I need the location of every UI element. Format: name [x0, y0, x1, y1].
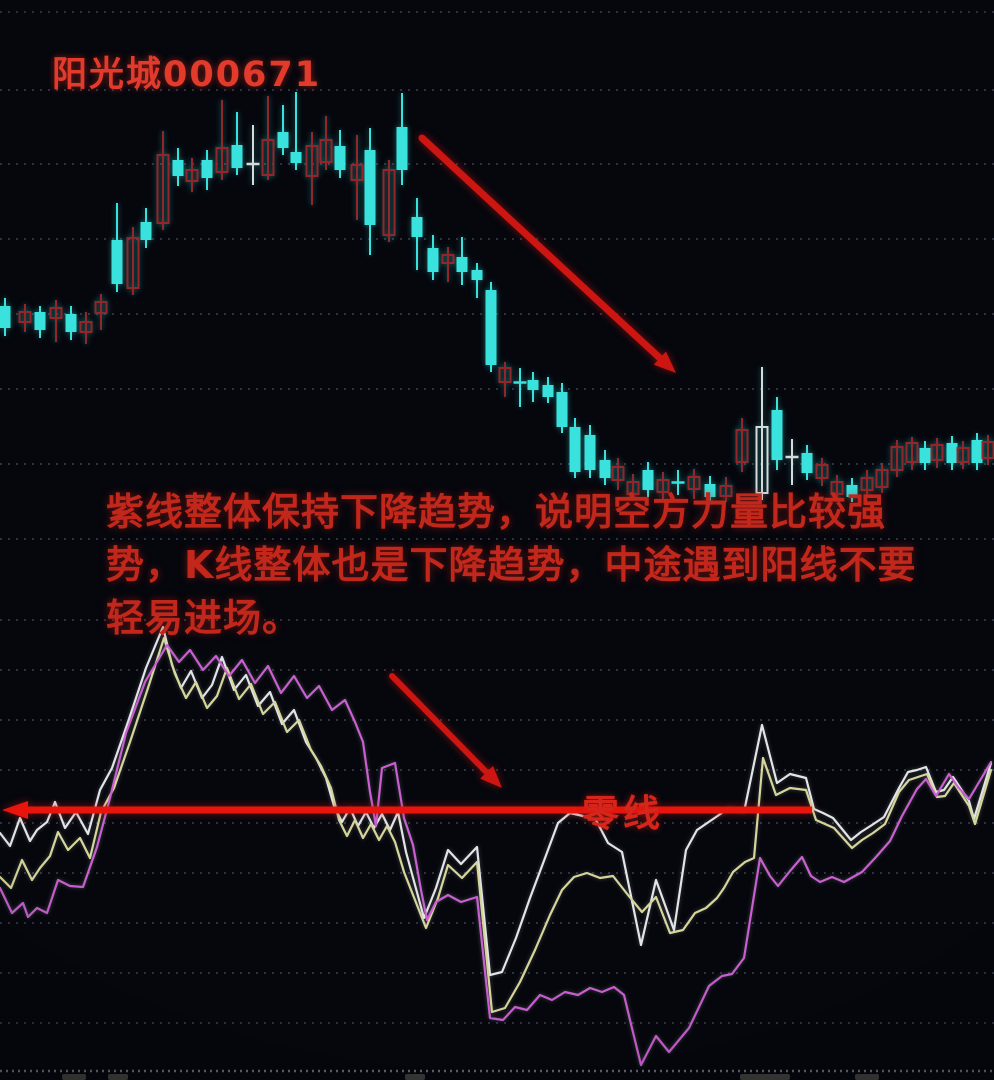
candle-body-down — [427, 248, 439, 272]
candle-body-down — [642, 470, 654, 490]
candle-body-down — [396, 127, 408, 170]
zero-line-label: 零线 — [582, 792, 664, 835]
candle-body-up — [215, 147, 229, 173]
candle-body-up — [185, 169, 199, 182]
candle-body-down — [111, 240, 123, 284]
candle-body-down — [290, 152, 302, 163]
candle-body-down — [456, 257, 468, 272]
red-annotation-shapes — [2, 134, 812, 819]
axis-faint-labels — [62, 1074, 879, 1080]
candle-body-up — [498, 367, 512, 383]
candle-body-up — [382, 169, 396, 236]
candle-body-down — [277, 132, 289, 148]
candle-body-down — [0, 306, 11, 328]
candle-body-down — [364, 150, 376, 225]
trend-arrow-shaft — [389, 673, 490, 776]
candle-body-down — [471, 270, 483, 280]
candle-body-up — [755, 426, 769, 494]
candle-body-up — [735, 429, 749, 463]
stock-title: 阳光城000671 — [52, 55, 322, 95]
candle-body-down — [569, 427, 581, 472]
annotation-text: 紫线整体保持下降趋势，说明空方力量比较强 势，K线整体也是下降趋势，中途遇到阳线… — [106, 486, 916, 645]
candle-body-down — [231, 145, 243, 168]
candle-body-down — [172, 160, 184, 176]
axis-faint-label — [62, 1074, 86, 1080]
axis-faint-label — [108, 1074, 128, 1080]
candle-body-down — [485, 290, 497, 365]
candle-body-down — [556, 392, 568, 427]
yellow-indicator-line — [0, 636, 993, 1014]
candle-body-up — [719, 485, 733, 497]
axis-faint-label — [740, 1074, 790, 1080]
white-indicator-line — [0, 625, 993, 977]
candle-body-down — [527, 380, 539, 390]
candle-body-up — [350, 164, 364, 181]
candle-body-up — [18, 311, 32, 323]
axis-faint-label — [405, 1074, 425, 1080]
candle-body-up — [905, 442, 919, 463]
candle-body-up — [319, 139, 333, 163]
candle-body-up — [156, 154, 170, 224]
candle-body-down — [946, 443, 958, 463]
candle-body-down — [34, 312, 46, 330]
candle-body-down — [704, 484, 716, 497]
candle-body-up — [626, 481, 640, 495]
candle-body-up — [656, 479, 670, 493]
candle-body-down — [846, 485, 858, 497]
candle-body-up — [890, 446, 904, 471]
axis-faint-label — [855, 1074, 879, 1080]
candle-body-down — [334, 146, 346, 170]
candle-body-down — [584, 435, 596, 470]
trend-arrow-shaft — [418, 134, 664, 362]
candle-body-up — [875, 469, 889, 488]
candle-body-up — [49, 307, 63, 319]
zero-line-left-arrowhead — [2, 801, 28, 819]
candle-body-down — [771, 410, 783, 460]
candle-body-down — [201, 160, 213, 178]
candle-body-up — [305, 145, 319, 177]
candle-body-up — [815, 464, 829, 479]
annotation-line-3: 轻易进场。 — [106, 596, 302, 640]
candle-body-up — [94, 301, 108, 314]
annotation-line-1: 紫线整体保持下降趋势，说明空方力量比较强 — [106, 490, 887, 534]
candle-body-up — [79, 321, 93, 333]
candle-body-down — [411, 217, 423, 237]
candle-body-up — [261, 139, 275, 176]
zero-line — [16, 806, 812, 814]
candle-body-up — [930, 444, 944, 461]
candle-body-down — [971, 440, 983, 463]
candle-body-up — [126, 237, 140, 289]
candle-body-up — [687, 476, 701, 490]
candle-body-down — [919, 448, 931, 463]
candle-body-up — [956, 447, 970, 463]
candle-body-down — [140, 222, 152, 240]
candle-body-up — [830, 481, 844, 495]
candle-body-down — [801, 453, 813, 473]
magenta-indicator-line — [0, 643, 993, 1067]
candle-body-down — [542, 385, 554, 397]
candle-body-up — [441, 254, 455, 264]
candle-body-down — [599, 460, 611, 478]
candlestick-series — [0, 92, 994, 503]
candle-body-up — [860, 477, 874, 491]
trend-arrow-head — [480, 765, 502, 788]
trend-arrow-head — [653, 351, 676, 373]
candle-body-down — [65, 314, 77, 332]
candle-body-up — [611, 466, 625, 481]
annotation-line-2: 势，K线整体也是下降趋势，中途遇到阳线不要 — [106, 543, 917, 587]
indicator-series — [0, 625, 993, 1067]
